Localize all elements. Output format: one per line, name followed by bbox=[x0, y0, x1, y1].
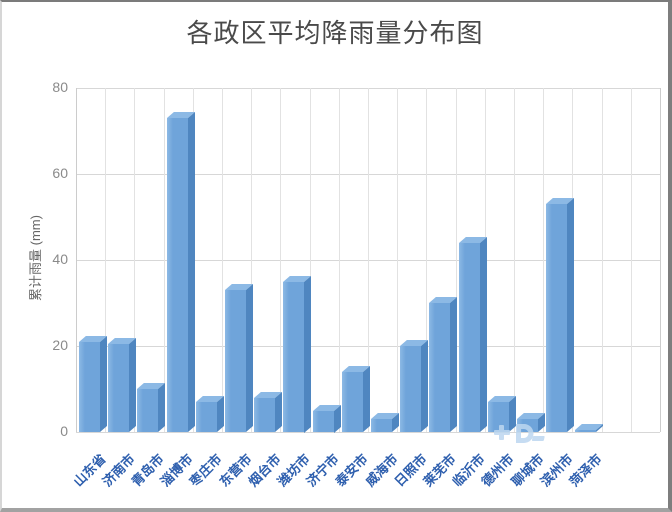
bar-日照市 bbox=[400, 340, 429, 432]
bar-front-face bbox=[254, 397, 276, 432]
bar-枣庄市 bbox=[195, 395, 224, 432]
bar-side-face bbox=[216, 395, 224, 432]
y-tick-label: 60 bbox=[52, 165, 68, 181]
bar-front-face bbox=[312, 410, 334, 432]
vertical-gridline bbox=[543, 88, 545, 432]
bar-front-face bbox=[429, 303, 451, 432]
bar-济南市 bbox=[108, 337, 137, 432]
bar-side-face bbox=[129, 337, 137, 432]
bar-front-face bbox=[79, 341, 100, 432]
bar-潍坊市 bbox=[283, 275, 312, 432]
bar-side-face bbox=[450, 297, 458, 432]
bar-side-face bbox=[100, 335, 107, 432]
bar-front-face bbox=[166, 118, 188, 432]
vertical-gridline bbox=[630, 88, 632, 432]
vertical-gridline bbox=[309, 88, 311, 432]
bar-德州市 bbox=[487, 395, 516, 432]
bar-side-face bbox=[362, 365, 370, 432]
bar-front-face bbox=[458, 242, 480, 432]
bar-side-face bbox=[421, 340, 429, 432]
bar-front-face bbox=[341, 371, 363, 432]
vertical-gridline bbox=[601, 88, 603, 432]
bar-临沂市 bbox=[458, 236, 487, 432]
bar-front-face bbox=[575, 429, 597, 432]
bar-front-face bbox=[371, 419, 392, 432]
bar-side-face bbox=[246, 284, 253, 432]
vertical-gridline bbox=[134, 88, 136, 432]
vertical-gridline bbox=[455, 88, 457, 432]
bar-东营市 bbox=[225, 284, 253, 432]
bar-淄博市 bbox=[166, 112, 195, 432]
y-tick-label: 40 bbox=[52, 251, 68, 267]
vertical-gridline bbox=[280, 88, 282, 432]
bar-front-face bbox=[487, 401, 509, 432]
bar-side-face bbox=[158, 383, 166, 432]
bar-side-face bbox=[275, 391, 283, 432]
vertical-gridline bbox=[426, 88, 428, 432]
bar-side-face bbox=[304, 275, 312, 432]
vertical-gridline bbox=[397, 88, 399, 432]
vertical-gridline bbox=[514, 88, 515, 432]
bar-青岛市 bbox=[137, 383, 166, 432]
bar-烟台市 bbox=[254, 391, 283, 432]
y-gridline bbox=[76, 432, 660, 433]
bar-front-face bbox=[400, 346, 422, 432]
bar-front-face bbox=[195, 401, 217, 432]
bar-滨州市 bbox=[546, 198, 575, 432]
bar-front-face bbox=[225, 290, 246, 432]
bar-菏泽市 bbox=[575, 423, 604, 432]
vertical-gridline bbox=[163, 88, 165, 432]
bar-side-face bbox=[567, 198, 575, 432]
y-tick-label: 20 bbox=[52, 337, 68, 353]
bar-front-face bbox=[546, 204, 568, 432]
wall-right-edge bbox=[660, 88, 661, 432]
vertical-gridline bbox=[368, 88, 369, 432]
vertical-gridline bbox=[251, 88, 253, 432]
bar-莱芜市 bbox=[429, 297, 458, 432]
bar-济宁市 bbox=[312, 404, 341, 432]
bar-泰安市 bbox=[341, 365, 370, 432]
bar-山东省 bbox=[79, 335, 107, 432]
bar-side-face bbox=[187, 112, 195, 432]
bar-side-face bbox=[479, 236, 487, 432]
bar-front-face bbox=[137, 389, 159, 432]
y-tick-label: 0 bbox=[60, 423, 68, 439]
watermark-logo bbox=[494, 424, 545, 443]
bar-front-face bbox=[108, 343, 130, 432]
y-axis-line bbox=[76, 88, 77, 432]
bar-威海市 bbox=[371, 413, 399, 432]
vertical-gridline bbox=[222, 88, 223, 432]
vertical-gridline bbox=[338, 88, 340, 432]
vertical-gridline bbox=[105, 88, 107, 432]
chart-title: 各政区平均降雨量分布图 bbox=[186, 18, 484, 48]
bar-front-face bbox=[283, 281, 305, 432]
y-tick-label: 80 bbox=[52, 79, 68, 95]
